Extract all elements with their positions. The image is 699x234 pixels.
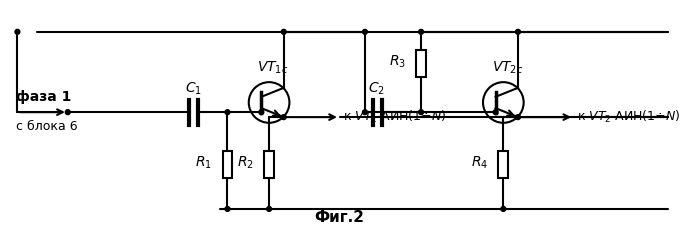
Circle shape	[267, 207, 271, 211]
Circle shape	[281, 29, 286, 34]
Circle shape	[516, 115, 520, 120]
Circle shape	[225, 110, 230, 115]
Bar	[264, 151, 274, 178]
Text: фаза 1: фаза 1	[17, 90, 72, 104]
Circle shape	[419, 110, 424, 115]
Circle shape	[259, 110, 264, 115]
Text: $R_2$: $R_2$	[237, 154, 254, 171]
Text: с блока 6: с блока 6	[17, 120, 78, 133]
Text: $VT_{1c}$: $VT_{1c}$	[257, 60, 289, 76]
Text: $C_2$: $C_2$	[368, 80, 385, 97]
Text: $VT_{2c}$: $VT_{2c}$	[491, 60, 523, 76]
Text: $R_3$: $R_3$	[389, 54, 405, 70]
Bar	[222, 151, 232, 178]
Circle shape	[363, 110, 368, 115]
Bar	[416, 50, 426, 77]
Circle shape	[225, 207, 230, 211]
Text: к $VT_1$ АИН(1$\div$$N$): к $VT_1$ АИН(1$\div$$N$)	[343, 109, 446, 125]
Circle shape	[363, 29, 368, 34]
Text: $C_1$: $C_1$	[185, 80, 202, 97]
Text: к $VT_2$ АИН(1$\div$$N$): к $VT_2$ АИН(1$\div$$N$)	[577, 109, 680, 125]
Circle shape	[501, 207, 506, 211]
Text: $R_1$: $R_1$	[195, 154, 212, 171]
Circle shape	[419, 29, 424, 34]
Circle shape	[281, 115, 286, 120]
Circle shape	[493, 110, 498, 115]
Bar	[498, 151, 508, 178]
Circle shape	[65, 110, 70, 115]
Text: Фиг.2: Фиг.2	[314, 210, 363, 225]
Circle shape	[15, 29, 20, 34]
Text: $R_4$: $R_4$	[470, 154, 488, 171]
Circle shape	[516, 29, 520, 34]
